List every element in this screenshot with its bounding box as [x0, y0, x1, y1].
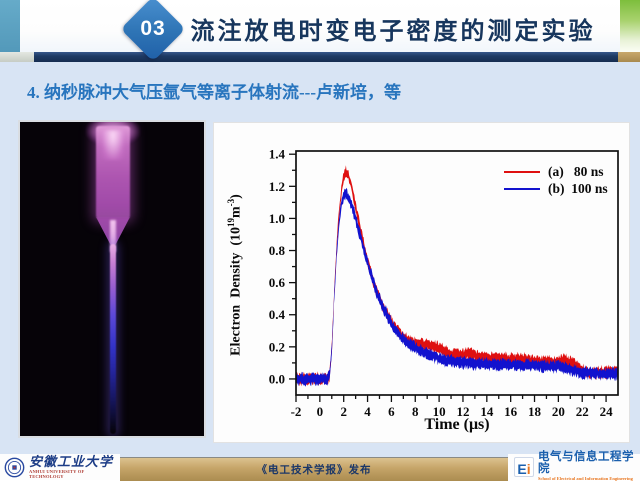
header-divider-gray-segment: [0, 52, 34, 62]
y-axis-exponent: 19: [226, 218, 236, 227]
university-name-cn: 安徽工业大学: [29, 454, 114, 469]
university-name-en: ANHUI UNIVERSITY OF TECHNOLOGY: [29, 469, 85, 479]
svg-text:0.0: 0.0: [269, 371, 285, 386]
y-axis-unit: m: [228, 206, 244, 218]
y-axis-unit-exponent: -3: [226, 198, 236, 207]
ei-logo-i: i: [526, 461, 531, 477]
svg-text:12: 12: [456, 404, 469, 419]
svg-text:0: 0: [317, 404, 324, 419]
header-divider-tan-segment: [618, 52, 640, 62]
plasma-jet-beam: [110, 244, 116, 434]
header-navy-divider-bar: [0, 52, 640, 62]
svg-text:24: 24: [600, 404, 614, 419]
plasma-neck-glow: [110, 220, 116, 252]
electron-density-chart-panel: Time (μs) 0.0 0.2 0.4 0.6 0.8 1.0 1.2 1.4 -2 0 2 4 6…: [213, 122, 630, 443]
legend-label-100ns: (b) 100 ns: [548, 180, 608, 196]
ei-logo-e: E: [517, 461, 527, 477]
svg-text:0.8: 0.8: [269, 243, 286, 258]
legend-item-100ns: (b) 100 ns: [504, 180, 608, 197]
y-axis-title: Electron Density (1019m-3): [226, 125, 246, 425]
svg-text:16: 16: [504, 404, 517, 419]
slide-title: 流注放电时变电子密度的测定实验: [190, 18, 596, 45]
svg-text:1.0: 1.0: [269, 211, 285, 226]
publisher-text: 《电工技术学报》发布: [256, 465, 372, 476]
university-seal-logo: [4, 457, 25, 477]
section-number: 03: [140, 17, 166, 40]
plasma-tube-bright-core: [102, 130, 124, 160]
legend-line-red: [504, 170, 540, 173]
svg-text:0.2: 0.2: [269, 339, 285, 354]
school-name-en: School of Electrical and Information Eng…: [538, 476, 633, 482]
school-name-cn: 电气与信息工程学院: [538, 451, 634, 475]
svg-text:4: 4: [364, 404, 371, 419]
chart-legend: (a) 80 ns (b) 100 ns: [504, 163, 608, 197]
svg-text:18: 18: [528, 404, 542, 419]
footer-school-block: E i 电气与信息工程学院 School of Electrical and I…: [508, 452, 640, 482]
footer-tan-bar: 《电工技术学报》发布: [120, 457, 508, 481]
svg-text:6: 6: [388, 404, 395, 419]
svg-text:1.2: 1.2: [269, 179, 285, 194]
svg-text:1.4: 1.4: [269, 147, 286, 162]
header-background: [20, 0, 620, 52]
slide-subtitle: 4. 纳秒脉冲大气压氩气等离子体射流---卢新培，等: [27, 83, 401, 102]
y-axis-title-text: Electron Density (10: [228, 227, 244, 356]
university-name: 安徽工业大学 ANHUI UNIVERSITY OF TECHNOLOGY: [29, 455, 120, 479]
legend-label-80ns: (a) 80 ns: [548, 163, 604, 179]
legend-item-80ns: (a) 80 ns: [504, 163, 608, 180]
header-left-teal-bar: [0, 0, 20, 52]
legend-line-blue: [504, 187, 540, 190]
svg-text:14: 14: [480, 404, 494, 419]
ei-school-logo: E i: [514, 457, 534, 477]
footer-university-block: 安徽工业大学 ANHUI UNIVERSITY OF TECHNOLOGY: [0, 454, 120, 480]
svg-text:-2: -2: [291, 404, 302, 419]
x-axis-title: Time (μs): [424, 416, 489, 433]
svg-text:22: 22: [576, 404, 589, 419]
svg-text:10: 10: [433, 404, 446, 419]
y-axis-title-close: ): [228, 194, 244, 199]
svg-text:0.6: 0.6: [269, 275, 286, 290]
svg-text:8: 8: [412, 404, 419, 419]
svg-text:20: 20: [552, 404, 565, 419]
svg-text:0.4: 0.4: [269, 307, 286, 322]
header-right-green-bar: [620, 0, 640, 52]
school-name: 电气与信息工程学院 School of Electrical and Infor…: [538, 452, 640, 482]
plasma-jet-photo: [18, 120, 206, 438]
svg-text:2: 2: [340, 404, 347, 419]
electron-density-chart: Time (μs) 0.00.20.40.60.81.01.21.4-2 0 2 4 6…: [269, 147, 619, 433]
